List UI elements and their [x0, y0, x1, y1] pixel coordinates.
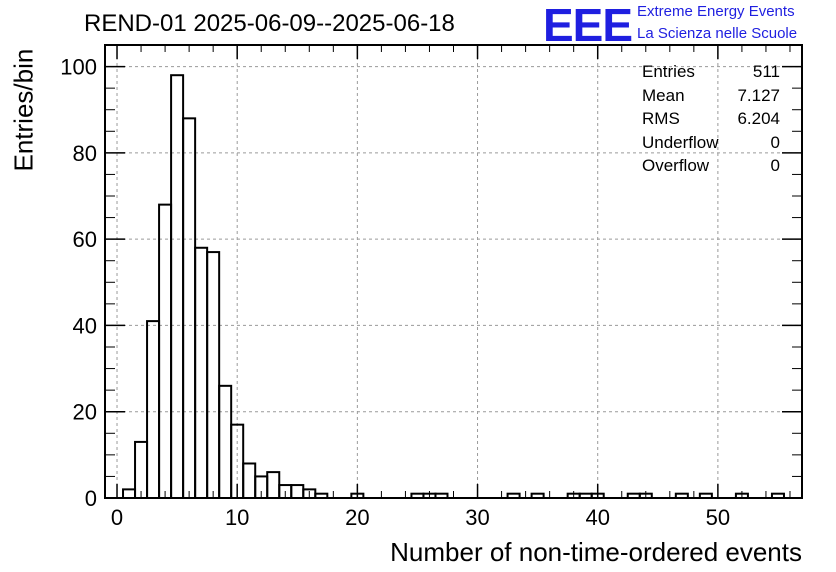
histogram-bar	[146, 320, 161, 499]
histogram-bar	[266, 471, 281, 500]
histogram-bar	[170, 74, 185, 499]
histogram-bar	[242, 462, 257, 500]
y-tick-label: 60	[73, 227, 97, 252]
stats-value: 6.204	[737, 109, 780, 128]
chart-title: REND-01 2025-06-09--2025-06-18	[84, 10, 455, 37]
histogram-bar	[206, 251, 221, 499]
eee-logo: EEE	[543, 0, 633, 51]
x-tick-label: 0	[111, 505, 123, 530]
y-tick-label: 80	[73, 141, 97, 166]
histogram-bar	[134, 440, 149, 499]
stats-value: 0	[770, 132, 780, 152]
histogram-bar	[158, 203, 173, 499]
stats-row-underflow: Underflow 0	[642, 131, 780, 155]
x-tick-label: 10	[225, 505, 249, 530]
stats-label: RMS	[642, 109, 680, 128]
stats-box: Entries 511 Mean 7.127 RMS 6.204 Underfl…	[642, 60, 780, 178]
stats-label: Mean	[642, 85, 685, 105]
x-tick-label: 40	[585, 505, 609, 530]
x-tick-label: 30	[465, 505, 489, 530]
stats-row-rms: RMS 6.204	[642, 107, 780, 131]
x-tick-label: 50	[706, 505, 730, 530]
x-tick-label: 20	[345, 505, 369, 530]
stats-label: Overflow	[642, 156, 710, 175]
plot-frame	[104, 44, 803, 499]
histogram-bar	[290, 484, 305, 499]
stats-row-overflow: Overflow 0	[642, 154, 780, 178]
histogram-bar	[122, 488, 137, 500]
y-tick-label: 20	[73, 400, 97, 425]
histogram-bar	[218, 384, 233, 500]
histogram-bar	[194, 246, 209, 499]
stats-label: Underflow	[642, 132, 719, 152]
grid-lines	[105, 45, 802, 498]
stats-value: 0	[770, 156, 780, 175]
stats-value: 7.127	[737, 85, 780, 105]
histogram-bar	[182, 117, 197, 499]
y-tick-label: 0	[85, 486, 97, 511]
logo-subtitle-1: Extreme Energy Events	[637, 3, 795, 20]
x-axis-label: Number of non-time-ordered events	[390, 537, 802, 567]
stats-value: 511	[752, 62, 780, 81]
stats-row-entries: Entries 511	[642, 60, 780, 84]
y-tick-label: 40	[73, 313, 97, 338]
logo-subtitle-2: La Scienza nelle Scuole	[637, 25, 798, 42]
stats-row-mean: Mean 7.127	[642, 84, 780, 108]
tick-labels: 0 10 20 30 40 50 0 20 40 60 80 100	[60, 55, 730, 530]
stats-label: Entries	[642, 62, 695, 81]
y-tick-label: 100	[60, 55, 97, 80]
